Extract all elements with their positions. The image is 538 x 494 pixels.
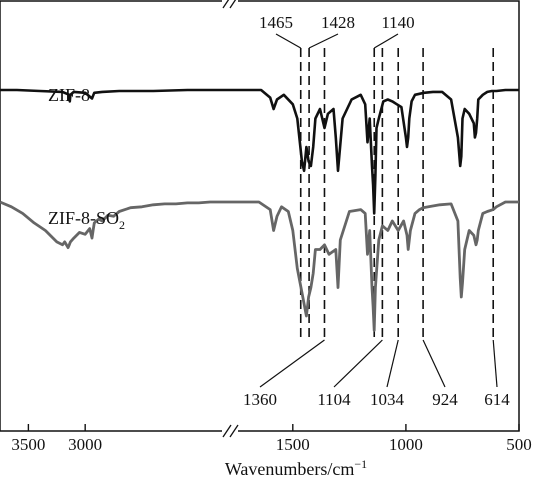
peak-label-614: 614 (484, 390, 510, 409)
x-tick-label-3500: 3500 (11, 435, 45, 454)
peak-label-1140: 1140 (381, 13, 414, 32)
plot-frame (0, 0, 520, 432)
series-labels: ZIF-8 ZIF-8-SO2 (48, 85, 125, 232)
x-axis-ticks: 3500 3000 1500 1000 500 (11, 424, 532, 454)
peak-leader-614 (492, 339, 498, 388)
peak-leader-1104 (333, 339, 383, 388)
x-tick-label-1500: 1500 (276, 435, 310, 454)
series-zif8-so2-line-low (226, 200, 519, 332)
series-zif8-so2-line-high (0, 200, 226, 249)
peak-label-1104: 1104 (317, 390, 351, 409)
series-zif8-line-high (0, 88, 226, 103)
x-tick-label-1000: 1000 (389, 435, 423, 454)
peak-leader-1034 (386, 339, 399, 388)
peak-labels: 1465 1428 1140 1360 1104 1034 924 614 (243, 13, 510, 409)
peak-marker-lines (299, 48, 495, 338)
peak-leader-1140 (373, 33, 399, 49)
peak-leader-1428 (308, 33, 339, 49)
peak-leader-924 (422, 339, 446, 388)
axis-break-top (222, 0, 238, 9)
series-zif8-line-low (226, 88, 519, 215)
peak-label-1360: 1360 (243, 390, 277, 409)
spectra (0, 88, 519, 332)
x-axis-title: Wavenumbers/cm−1 (225, 457, 367, 479)
series-label-zif8-so2: ZIF-8-SO2 (48, 208, 125, 232)
series-label-zif8: ZIF-8 (48, 85, 90, 105)
peak-label-1428: 1428 (321, 13, 355, 32)
peak-label-924: 924 (432, 390, 458, 409)
peak-leader-1465 (275, 33, 302, 49)
x-tick-label-3000: 3000 (68, 435, 102, 454)
peak-label-1034: 1034 (370, 390, 405, 409)
x-tick-label-500: 500 (506, 435, 532, 454)
peak-leader-1360 (259, 339, 325, 388)
peak-label-1465: 1465 (259, 13, 293, 32)
axis-break-bottom (222, 424, 239, 438)
